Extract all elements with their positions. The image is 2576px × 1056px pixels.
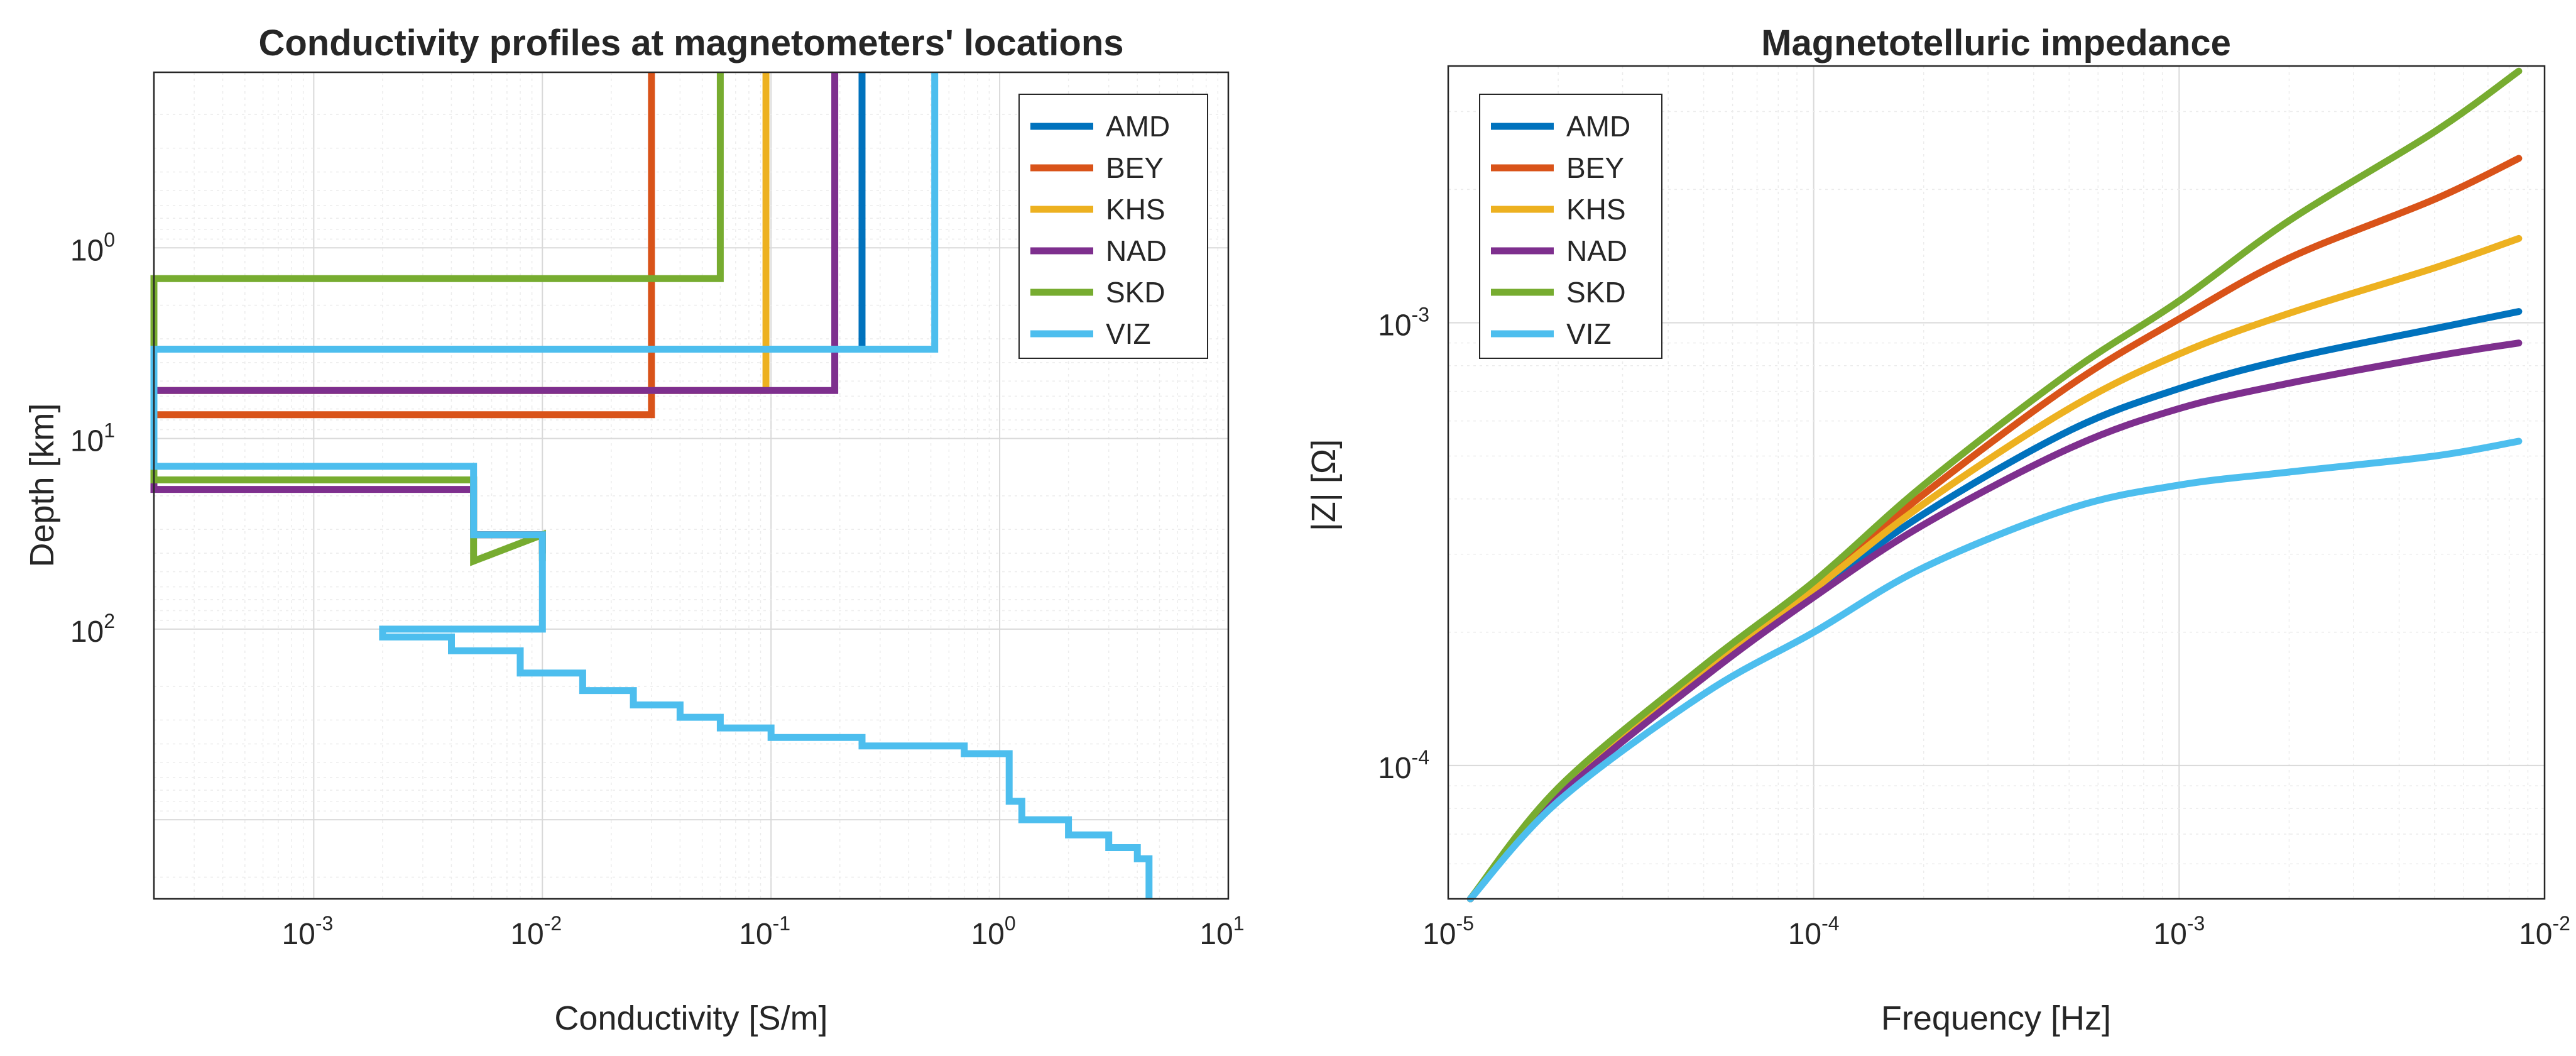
left-x-tick-label: 10-1 — [739, 912, 790, 951]
right-grid — [1448, 66, 2545, 899]
left-y-tick-label: 101 — [70, 419, 115, 458]
right-x-tick-label: 10-5 — [1422, 912, 1474, 951]
left-x-tick-label: 100 — [971, 912, 1015, 951]
right-x-tick-label: 10-2 — [2519, 912, 2570, 951]
left-chart-title: Conductivity profiles at magnetometers' … — [258, 23, 1123, 63]
left-y-tick-label: 100 — [70, 228, 115, 267]
impedance-line-khs — [1466, 234, 2523, 903]
impedance-line-viz — [1466, 437, 2523, 903]
legend-label-skd: SKD — [1106, 276, 1165, 309]
right-tick-labels: 10-5 10-4 10-3 10-2 10-4 10-3 — [1378, 303, 2570, 951]
right-y-axis-label: |Z| [Ω] — [1305, 439, 1343, 531]
right-legend: AMD BEY KHS NAD SKD VIZ — [1479, 94, 1662, 359]
legend-label-nad: NAD — [1106, 234, 1167, 267]
conductivity-profiles-chart: 10-3 10-2 10-1 100 101 100 101 102 Conductivity… — [23, 23, 1245, 1037]
right-y-tick-label: 10-3 — [1378, 303, 1429, 342]
legend-label-viz: VIZ — [1566, 317, 1612, 350]
legend-label-skd: SKD — [1566, 276, 1626, 309]
left-x-tick-label: 10-3 — [281, 912, 333, 951]
right-x-axis-label: Frequency [Hz] — [1881, 999, 2111, 1037]
legend-box — [1018, 94, 1208, 359]
left-y-tick-label: 102 — [70, 610, 115, 649]
left-x-tick-label: 101 — [1199, 912, 1244, 951]
legend-label-khs: KHS — [1566, 193, 1626, 226]
right-series-group — [1466, 67, 2523, 903]
left-legend: AMD BEY KHS NAD SKD VIZ — [1018, 94, 1208, 359]
legend-label-viz: VIZ — [1106, 317, 1151, 350]
left-grid — [154, 72, 1228, 899]
left-y-axis-label: Depth [km] — [23, 403, 61, 567]
legend-label-amd: AMD — [1106, 110, 1170, 143]
left-series-group — [150, 72, 1153, 899]
legend-label-amd: AMD — [1566, 110, 1630, 143]
profile-line-viz — [150, 72, 1153, 899]
legend-label-bey: BEY — [1106, 151, 1164, 184]
legend-label-nad: NAD — [1566, 234, 1627, 267]
right-axes-box — [1447, 65, 2546, 900]
right-x-tick-label: 10-4 — [1788, 912, 1840, 951]
right-x-tick-label: 10-3 — [2153, 912, 2205, 951]
right-y-tick-label: 10-4 — [1378, 746, 1429, 785]
profile-line-skd — [150, 72, 724, 566]
legend-label-bey: BEY — [1566, 151, 1624, 184]
right-chart-title: Magnetotelluric impedance — [1761, 23, 2231, 63]
impedance-line-skd — [1466, 67, 2523, 903]
impedance-line-nad — [1466, 339, 2523, 903]
left-axes-box — [153, 71, 1230, 900]
legend-box — [1479, 94, 1662, 359]
magnetotelluric-impedance-chart: 10-5 10-4 10-3 10-2 10-4 10-3 Magnetotelluric… — [1305, 23, 2570, 1037]
legend-label-khs: KHS — [1106, 193, 1165, 226]
left-x-axis-label: Conductivity [S/m] — [554, 999, 827, 1037]
left-tick-labels: 10-3 10-2 10-1 100 101 100 101 102 — [70, 228, 1245, 951]
left-x-tick-label: 10-2 — [510, 912, 562, 951]
